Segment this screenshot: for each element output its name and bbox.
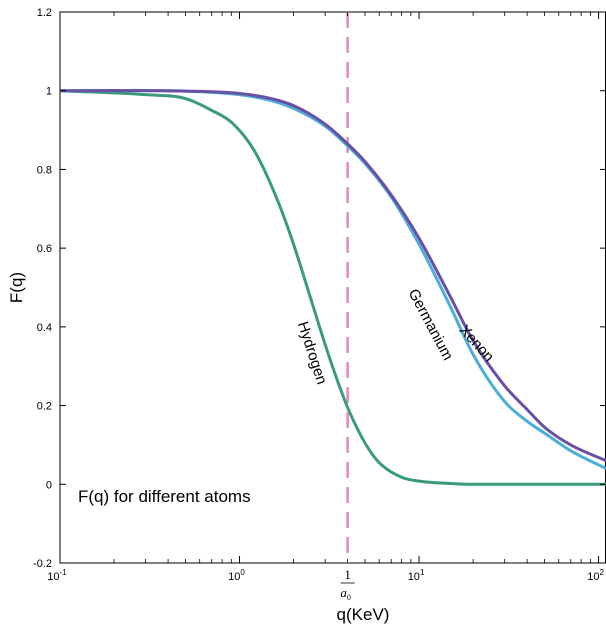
y-tick-label: 0.8 xyxy=(37,164,52,176)
marker-label-numerator: 1 xyxy=(344,567,351,582)
y-tick-label: 0.4 xyxy=(37,322,52,334)
series-layer xyxy=(59,88,606,486)
chart-annotation: F(q) for different atoms xyxy=(78,487,251,506)
vertical-marker-layer: 1a0 xyxy=(340,12,355,602)
x-axis-label: q(KeV) xyxy=(337,605,390,624)
x-tick-label: 101 xyxy=(408,568,425,583)
curve-label-germanium: Germanium xyxy=(405,286,457,363)
series-line-germanium xyxy=(59,88,606,470)
y-tick-label: -0.2 xyxy=(33,558,52,570)
tick-layer: -0.2 0 0.2 0.4 0.6 0.8 1 1.2 10-1 100 101 102 xyxy=(33,7,606,583)
y-axis-label: F(q) xyxy=(7,272,26,303)
y-tick-label: 1 xyxy=(46,86,52,98)
x-tick-label: 10-1 xyxy=(47,568,67,583)
marker-label-denominator: a0 xyxy=(340,585,351,602)
y-tick-label: 0 xyxy=(46,479,52,491)
y-tick-label: 1.2 xyxy=(37,7,52,19)
x-tick-label: 102 xyxy=(587,568,604,583)
x-tick-label: 100 xyxy=(228,568,245,583)
y-tick-label: 0.6 xyxy=(37,243,52,255)
series-line-hydrogen xyxy=(59,89,606,486)
curve-label-hydrogen: Hydrogen xyxy=(294,319,330,386)
y-tick-label: 0.2 xyxy=(37,401,52,413)
series-line-xenon xyxy=(59,89,606,463)
